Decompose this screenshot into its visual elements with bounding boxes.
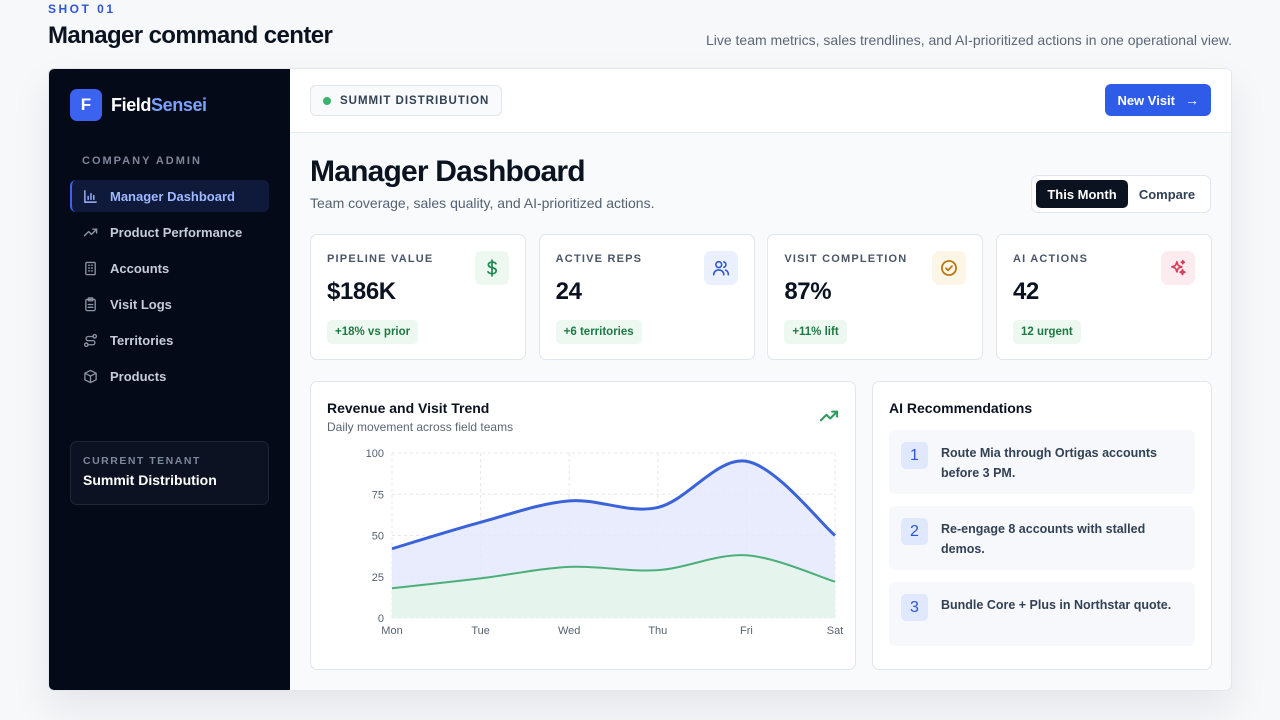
kpi-label: ACTIVE REPS xyxy=(555,253,643,265)
sidebar-item-products[interactable]: Products xyxy=(70,360,269,392)
kpi-badge: +6 territories xyxy=(555,320,642,344)
kpi-card-active-reps[interactable]: ACTIVE REPS 24 +6 territories xyxy=(538,234,755,360)
shot-label: SHOT 01 xyxy=(48,2,116,16)
sidebar-item-manager-dashboard[interactable]: Manager Dashboard xyxy=(70,180,269,212)
sparkle-icon xyxy=(1160,251,1195,285)
x-tick-label: Sat xyxy=(827,625,844,637)
trend-icon xyxy=(82,224,98,240)
recommendation-text: Re-engage 8 accounts with stalled demos. xyxy=(941,522,1146,556)
sidebar-nav: Manager Dashboard Product Performance Ac… xyxy=(70,180,269,396)
x-tick-label: Fri xyxy=(740,625,753,637)
trend-title: Revenue and Visit Trend xyxy=(327,400,490,416)
arrow-right-icon: → xyxy=(1185,92,1199,108)
sidebar-item-accounts[interactable]: Accounts xyxy=(70,252,269,284)
recommendation-item[interactable]: 1 Route Mia through Ortigas accounts bef… xyxy=(889,430,1195,494)
kpi-label: AI ACTIONS xyxy=(1012,253,1089,265)
y-tick-label: 75 xyxy=(372,489,384,501)
recommendation-text: Route Mia through Ortigas accounts befor… xyxy=(941,446,1157,480)
y-tick-label: 50 xyxy=(372,531,384,543)
kpi-card-ai-actions[interactable]: AI ACTIONS 42 12 urgent xyxy=(995,234,1212,360)
kpi-value: 87% xyxy=(784,278,832,305)
status-dot-icon xyxy=(323,96,331,105)
kpi-label: VISIT COMPLETION xyxy=(784,253,908,265)
sidebar-item-label: Product Performance xyxy=(110,224,243,240)
sidebar-item-label: Accounts xyxy=(110,260,170,276)
kpi-label: PIPELINE VALUE xyxy=(327,253,434,265)
clipboard-icon xyxy=(82,296,98,312)
ai-recommendations-card: AI Recommendations 1 Route Mia through O… xyxy=(872,381,1212,670)
shot-title: Manager command center xyxy=(48,22,333,49)
kpi-value: 42 xyxy=(1012,278,1039,305)
sidebar-item-product-performance[interactable]: Product Performance xyxy=(70,216,269,248)
brand-mark: F xyxy=(70,89,102,121)
dollar-icon xyxy=(475,251,509,285)
topbar: SUMMIT DISTRIBUTION New Visit → xyxy=(290,69,1231,133)
sidebar: F FieldSensei COMPANY ADMIN Manager Dash… xyxy=(49,69,290,690)
compare-button[interactable]: Compare xyxy=(1138,186,1196,202)
recommendation-number: 2 xyxy=(901,518,928,545)
trend-subtitle: Daily movement across field teams xyxy=(327,420,514,434)
recommendation-number: 3 xyxy=(901,594,928,621)
building-icon xyxy=(82,260,98,276)
kpi-row: PIPELINE VALUE $186K +18% vs prior ACTIV… xyxy=(310,234,1212,361)
y-tick-label: 25 xyxy=(372,572,384,584)
box-icon xyxy=(82,368,98,384)
recommendation-number: 1 xyxy=(901,442,928,469)
series-line xyxy=(391,459,836,551)
users-icon xyxy=(703,251,738,285)
current-tenant-card[interactable]: CURRENT TENANT Summit Distribution xyxy=(70,441,269,505)
recommendation-text: Bundle Core + Plus in Northstar quote. xyxy=(941,598,1172,612)
kpi-badge: +11% lift xyxy=(784,320,847,344)
brand-name-accent: Sensei xyxy=(151,94,207,115)
page-title: Manager Dashboard xyxy=(310,155,586,188)
org-switcher[interactable]: SUMMIT DISTRIBUTION xyxy=(310,85,503,116)
kpi-badge: 12 urgent xyxy=(1012,320,1081,344)
new-visit-button[interactable]: New Visit → xyxy=(1105,84,1211,116)
kpi-card-visit-completion[interactable]: VISIT COMPLETION 87% +11% lift xyxy=(767,234,984,360)
sidebar-item-label: Products xyxy=(110,368,167,384)
y-tick-label: 0 xyxy=(378,613,384,625)
y-tick-label: 100 xyxy=(366,448,384,460)
page-subtitle: Team coverage, sales quality, and AI-pri… xyxy=(310,195,655,211)
kpi-card-pipeline-value[interactable]: PIPELINE VALUE $186K +18% vs prior xyxy=(310,234,526,360)
x-tick-label: Wed xyxy=(558,625,580,637)
series-area xyxy=(392,555,835,618)
route-icon xyxy=(82,332,98,348)
recommendation-item[interactable]: 2 Re-engage 8 accounts with stalled demo… xyxy=(889,506,1195,570)
sidebar-item-visit-logs[interactable]: Visit Logs xyxy=(70,288,269,320)
this-month-button[interactable]: This Month xyxy=(1036,180,1128,208)
bar-chart-icon xyxy=(82,188,98,204)
trending-up-icon xyxy=(819,406,839,431)
check-circle-icon xyxy=(932,251,967,285)
brand-name: FieldSensei xyxy=(111,95,207,116)
trend-card: Revenue and Visit Trend Daily movement a… xyxy=(310,381,856,670)
app-window: F FieldSensei COMPANY ADMIN Manager Dash… xyxy=(48,68,1232,691)
sidebar-item-territories[interactable]: Territories xyxy=(70,324,269,356)
recommendation-item[interactable]: 3 Bundle Core + Plus in Northstar quote. xyxy=(889,582,1195,646)
kpi-badge: +18% vs prior xyxy=(327,320,419,344)
kpi-value: $186K xyxy=(327,278,396,305)
sidebar-item-label: Manager Dashboard xyxy=(110,188,235,204)
sidebar-item-label: Visit Logs xyxy=(110,296,172,312)
new-visit-label: New Visit xyxy=(1117,92,1175,108)
tenant-label: CURRENT TENANT xyxy=(83,455,201,467)
x-tick-label: Mon xyxy=(381,625,402,637)
sidebar-item-label: Territories xyxy=(110,332,174,348)
shot-description: Live team metrics, sales trendlines, and… xyxy=(705,32,1232,48)
period-toggle: This Month Compare xyxy=(1031,175,1211,213)
ai-title: AI Recommendations xyxy=(889,400,1033,416)
series-line xyxy=(391,554,836,590)
org-name: SUMMIT DISTRIBUTION xyxy=(340,94,490,107)
brand-name-main: Field xyxy=(111,94,152,115)
tenant-name: Summit Distribution xyxy=(83,472,217,488)
sidebar-section-label: COMPANY ADMIN xyxy=(82,155,202,167)
trend-chart: 0 25 50 75 100 Mon Tue Wed Thu Fri Sat xyxy=(366,448,844,637)
x-tick-label: Tue xyxy=(471,625,490,637)
brand-logo[interactable]: F FieldSensei xyxy=(70,89,207,121)
kpi-value: 24 xyxy=(555,278,582,305)
x-tick-label: Thu xyxy=(648,625,667,637)
